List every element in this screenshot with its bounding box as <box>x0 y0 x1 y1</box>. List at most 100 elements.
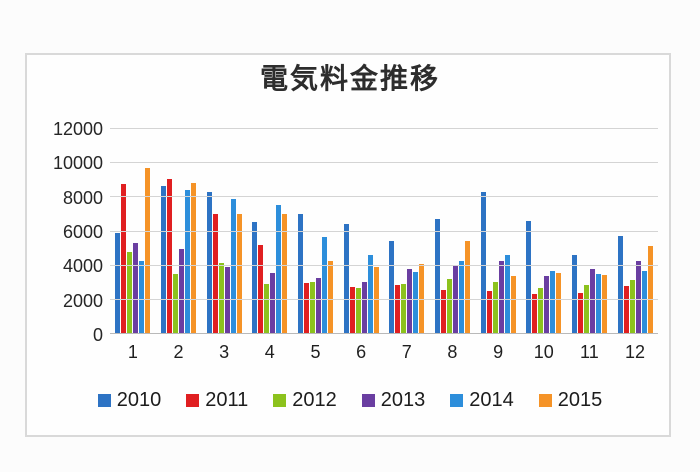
x-tick-label: 9 <box>493 342 504 362</box>
bar-2011-month-3 <box>212 214 218 334</box>
bar-2013-month-1 <box>133 243 139 334</box>
bar-2013-month-12 <box>635 261 641 334</box>
bar-group-month-2 <box>160 129 196 334</box>
bar-group-month-11 <box>571 129 607 334</box>
x-axis: 1 2 3 4 5 6 7 8 9 10 11 12 <box>110 342 658 363</box>
y-tick-label: 12000 <box>52 119 103 139</box>
bar-2013-month-9 <box>498 261 504 334</box>
bar-2013-month-8 <box>452 265 458 334</box>
bar-2011-month-7 <box>395 285 401 334</box>
bar-2010-month-12 <box>617 235 623 334</box>
gridline <box>110 264 658 266</box>
bar-2014-month-12 <box>641 270 647 334</box>
x-tick-label: 7 <box>401 342 412 362</box>
bar-2014-month-4 <box>276 205 282 334</box>
legend-label: 2014 <box>469 389 514 411</box>
x-tick-label: 10 <box>533 342 554 362</box>
y-tick-label: 6000 <box>62 222 103 242</box>
y-tick-label: 4000 <box>62 256 103 277</box>
legend-item-2013: 2013 <box>361 389 426 412</box>
bar-2012-month-4 <box>264 284 270 334</box>
legend-label: 2012 <box>292 389 337 411</box>
bar-2014-month-2 <box>184 189 190 334</box>
bar-2011-month-12 <box>623 286 629 334</box>
bar-2014-month-1 <box>139 260 145 334</box>
bar-2011-month-6 <box>349 287 355 334</box>
bar-2011-month-2 <box>166 179 172 334</box>
gridline <box>110 162 658 164</box>
bar-2013-month-2 <box>178 248 184 334</box>
y-tick-label: 8000 <box>62 187 103 208</box>
bar-group-month-1 <box>115 129 151 334</box>
bar-2011-month-4 <box>258 245 264 334</box>
bar-group-month-10 <box>526 129 562 334</box>
x-tick-label: 8 <box>447 342 458 362</box>
bar-2010-month-2 <box>160 186 166 334</box>
bar-2010-month-5 <box>297 214 303 334</box>
x-tick-label: 3 <box>219 342 230 362</box>
bar-2012-month-6 <box>355 287 361 334</box>
bar-2011-month-5 <box>303 282 309 334</box>
bar-2015-month-12 <box>647 246 653 334</box>
bar-2011-month-8 <box>440 289 446 334</box>
bar-2011-month-1 <box>121 183 127 334</box>
legend-swatch-icon <box>97 394 111 407</box>
bar-2014-month-3 <box>230 199 236 334</box>
bar-group-month-9 <box>480 129 516 334</box>
bar-2015-month-9 <box>510 275 516 334</box>
bar-2014-month-11 <box>595 274 601 334</box>
legend-label: 2015 <box>557 389 603 411</box>
bar-2013-month-11 <box>589 269 595 334</box>
legend-item-2010: 2010 <box>97 389 162 412</box>
legend-swatch-icon <box>538 394 552 407</box>
legend-label: 2013 <box>380 389 426 411</box>
bar-2010-month-3 <box>206 192 212 334</box>
bar-2012-month-3 <box>218 263 224 334</box>
bar-2011-month-9 <box>486 291 492 334</box>
bar-2014-month-6 <box>367 255 373 334</box>
bar-group-month-8 <box>434 129 470 334</box>
bar-2013-month-4 <box>270 273 276 334</box>
bar-2010-month-4 <box>252 222 258 334</box>
bar-2014-month-10 <box>550 270 556 334</box>
bar-2015-month-8 <box>464 240 470 334</box>
bar-2012-month-10 <box>538 287 544 334</box>
plot-area <box>110 128 658 334</box>
bar-2015-month-11 <box>601 275 607 334</box>
bar-2010-month-8 <box>434 218 440 334</box>
x-tick-label: 12 <box>625 342 646 362</box>
bar-2010-month-6 <box>343 223 349 334</box>
bar-2011-month-10 <box>532 293 538 334</box>
gridline <box>110 230 658 232</box>
legend-item-2015: 2015 <box>538 389 603 412</box>
bar-2015-month-5 <box>327 260 333 334</box>
x-tick-label: 2 <box>173 342 184 362</box>
bar-2012-month-8 <box>446 279 452 334</box>
bar-2013-month-5 <box>315 277 321 334</box>
gridline <box>110 196 658 198</box>
bar-2015-month-4 <box>282 213 288 334</box>
bar-2013-month-6 <box>361 281 367 334</box>
chart-title: 電気料金推移 <box>259 63 440 94</box>
y-tick-label: 0 <box>92 325 103 345</box>
legend-label: 2011 <box>205 389 249 411</box>
legend-item-2014: 2014 <box>450 389 514 412</box>
bar-2015-month-2 <box>190 182 196 334</box>
legend: 2010 2011 2012 2013 2014 2015 <box>0 389 700 412</box>
x-tick-label: 11 <box>580 342 599 362</box>
legend-swatch-icon <box>361 394 375 407</box>
legend-swatch-icon <box>186 394 200 407</box>
bar-2010-month-10 <box>526 221 532 334</box>
bar-2010-month-1 <box>115 233 121 334</box>
bar-2014-month-5 <box>321 237 327 334</box>
bar-2012-month-1 <box>127 252 133 334</box>
bar-group-month-6 <box>343 129 379 334</box>
bar-2015-month-10 <box>556 272 562 334</box>
bar-group-month-5 <box>297 129 333 334</box>
bar-2015-month-3 <box>236 214 242 334</box>
bar-2015-month-6 <box>373 266 379 334</box>
bar-2013-month-7 <box>407 269 413 334</box>
legend-label: 2010 <box>116 389 162 411</box>
x-tick-label: 5 <box>310 342 321 362</box>
legend-swatch-icon <box>450 394 464 407</box>
